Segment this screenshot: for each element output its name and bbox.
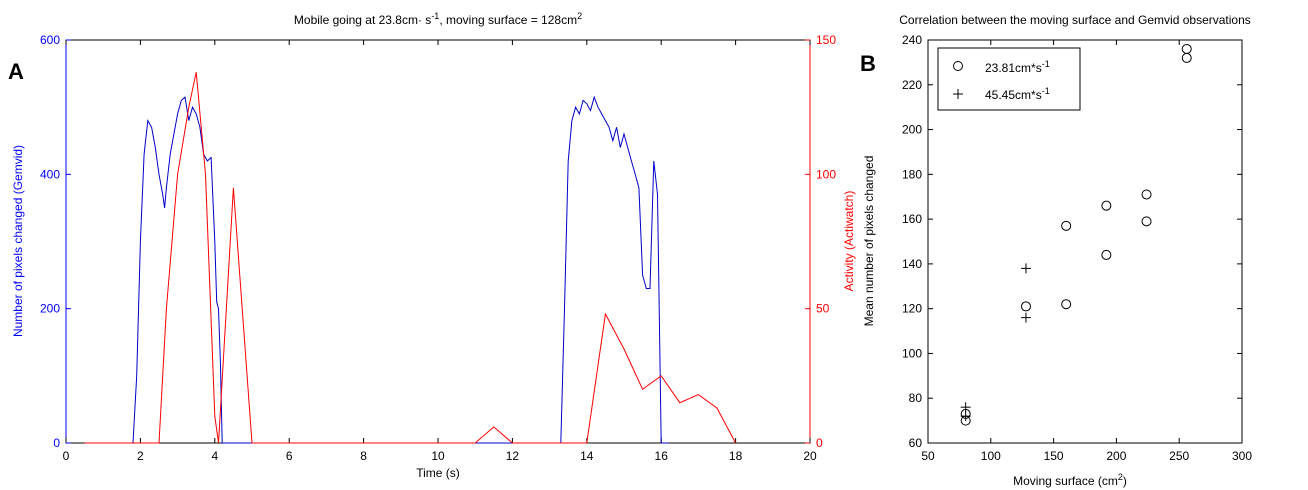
circle-marker <box>1141 216 1152 227</box>
circle-marker <box>1020 301 1031 312</box>
panel-b-y-tick-label: 60 <box>909 436 923 450</box>
panel-b-y-tick-label: 120 <box>902 302 922 316</box>
panel-b-y-ticks: 60 80 100 120 140 160 180 200 220 240 <box>902 33 1242 450</box>
panel-b-y-tick-label: 220 <box>902 78 922 92</box>
panel-b-y-tick-label: 200 <box>902 123 922 137</box>
panel-a-left-y-tick-label: 0 <box>53 436 60 450</box>
panel-b-y-tick-label: 180 <box>902 167 922 181</box>
panel-a-right-y-tick-label: 50 <box>816 302 830 316</box>
panel-b-x-tick-label: 100 <box>981 449 1001 463</box>
panel-b-y-axis-label: Mean number of pixels changed <box>862 156 876 327</box>
circle-marker <box>1181 43 1192 54</box>
panel-a: A Mobile going at 23.8cm· s-1, moving su… <box>8 11 856 480</box>
legend-plus-marker <box>953 89 963 99</box>
panel-b-x-tick-label: 50 <box>921 449 935 463</box>
panel-b-y-tick-label: 240 <box>902 33 922 47</box>
plus-marker <box>960 402 971 413</box>
circle-marker <box>1101 200 1112 211</box>
panel-a-left-y-ticks: 0 200 400 600 <box>40 33 71 450</box>
panel-a-x-tick-label: 18 <box>729 449 743 463</box>
panel-a-x-tick-label: 6 <box>286 449 293 463</box>
plus-marker <box>960 411 971 422</box>
legend: 23.81cm*s-1 45.45cm*s-1 <box>937 47 1081 111</box>
panel-b-y-tick-label: 80 <box>909 391 923 405</box>
panel-b-y-tick-label: 140 <box>902 257 922 271</box>
panel-a-plot-frame <box>65 39 811 444</box>
panel-b-title: Correlation between the moving surface a… <box>899 13 1251 27</box>
panel-a-x-tick-label: 14 <box>580 449 594 463</box>
gemvid-line <box>84 95 669 444</box>
panel-a-x-tick-label: 20 <box>803 449 817 463</box>
circle-marker <box>1061 299 1072 310</box>
panel-b-x-axis-label: Moving surface (cm2) <box>1013 472 1127 488</box>
legend-label-series-1: 23.81cm*s-1 <box>985 59 1050 75</box>
panel-b-x-tick-label: 150 <box>1044 449 1064 463</box>
panel-a-left-y-tick-label: 600 <box>40 33 60 47</box>
panel-b-label: B <box>860 51 876 76</box>
panel-a-right-y-tick-label: 150 <box>816 33 836 47</box>
panel-b-x-tick-label: 250 <box>1169 449 1189 463</box>
circle-marker <box>1181 52 1192 63</box>
panel-b-markers <box>960 43 1192 426</box>
panel-b-x-ticks: 50 100 150 200 250 300 <box>921 40 1252 463</box>
circle-marker <box>1141 189 1152 200</box>
panel-a-left-y-tick-label: 200 <box>40 302 60 316</box>
plus-marker <box>1020 263 1031 274</box>
actiwatch-line <box>84 72 737 444</box>
panel-a-x-tick-label: 12 <box>506 449 520 463</box>
panel-a-right-y-tick-label: 100 <box>816 167 836 181</box>
panel-b-plot-frame <box>927 39 1243 444</box>
panel-a-right-y-ticks: 0 50 100 150 <box>805 33 836 450</box>
panel-a-x-tick-label: 16 <box>655 449 669 463</box>
panel-a-x-tick-label: 8 <box>360 449 367 463</box>
panel-b-y-tick-label: 160 <box>902 212 922 226</box>
plus-marker <box>1020 312 1031 323</box>
panel-b-x-tick-label: 300 <box>1232 449 1252 463</box>
panel-a-right-y-axis-label: Activity (Actiwatch) <box>842 191 856 292</box>
panel-a-left-y-axis-label: Number of pixels changed (Gemvid) <box>11 145 25 337</box>
legend-label-series-2: 45.45cm*s-1 <box>985 86 1050 102</box>
panel-a-x-ticks: 0 2 4 6 8 10 12 14 16 18 20 <box>63 40 817 463</box>
panel-a-x-tick-label: 10 <box>431 449 445 463</box>
legend-box <box>937 47 1081 111</box>
panel-a-x-tick-label: 0 <box>63 449 70 463</box>
legend-circle-marker <box>953 61 963 71</box>
panel-a-x-tick-label: 2 <box>137 449 144 463</box>
panel-a-label: A <box>8 59 24 84</box>
panel-b-y-tick-label: 100 <box>902 346 922 360</box>
circle-marker <box>1061 220 1072 231</box>
panel-b-x-tick-label: 200 <box>1106 449 1126 463</box>
panel-b: B Correlation between the moving surface… <box>860 13 1252 488</box>
circle-marker <box>1101 249 1112 260</box>
panel-a-title: Mobile going at 23.8cm· s-1, moving surf… <box>294 11 582 27</box>
panel-a-right-y-tick-label: 0 <box>816 436 823 450</box>
panel-a-x-axis-label: Time (s) <box>416 466 460 480</box>
panel-a-x-tick-label: 4 <box>211 449 218 463</box>
panel-a-left-y-tick-label: 400 <box>40 167 60 181</box>
